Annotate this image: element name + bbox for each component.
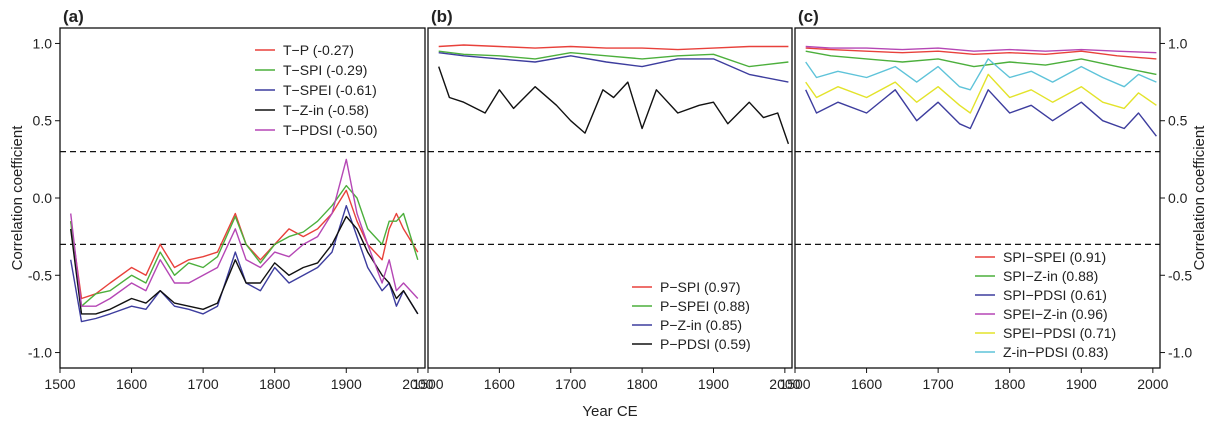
panel-label: (c) [798, 7, 819, 26]
legend-label: SPEI−PDSI (0.71) [1003, 325, 1116, 341]
series-line-4 [438, 66, 790, 145]
x-tick-label: 1600 [116, 376, 147, 392]
x-tick-label: 1800 [259, 376, 290, 392]
series-line-6 [805, 58, 1157, 91]
series-line-4 [70, 215, 419, 315]
y-tick-label: -0.5 [28, 267, 52, 283]
x-tick-label: 2000 [1137, 376, 1168, 392]
y-tick-label: 0.0 [33, 190, 53, 206]
panel-frame [427, 27, 793, 369]
panel-1: (a) 1500 1600 1700 1800 1900 2000 -1.0 -0.5 0.0 0.… [9, 7, 434, 392]
legend-label: SPI−Z-in (0.88) [1003, 268, 1098, 284]
series-line-3 [805, 89, 1157, 137]
legend-label: P−SPI (0.97) [660, 279, 741, 295]
y-axis-title: Correlation coefficient [9, 125, 26, 271]
x-tick-label: 1500 [779, 376, 810, 392]
series-line-2 [70, 184, 419, 307]
panel-3: (c) 1500 1600 1700 1800 1900 2000-1.0 -0.5 0.0 0.… [779, 7, 1208, 392]
legend-label: Z-in−PDSI (0.83) [1003, 344, 1108, 360]
y-tick-label: 1.0 [1168, 35, 1188, 51]
series-line-2 [438, 50, 789, 68]
series-line-4 [805, 45, 1157, 54]
x-tick-label: 1500 [412, 376, 443, 392]
panel-label: (b) [431, 7, 453, 26]
x-tick-label: 1700 [555, 376, 586, 392]
legend-label: SPI−SPEI (0.91) [1003, 249, 1106, 265]
series-line-1 [70, 189, 419, 300]
series-line-3 [70, 204, 419, 323]
legend-label: T−Z-in (-0.58) [283, 102, 369, 118]
x-tick-label: 1600 [851, 376, 882, 392]
series-line-3 [438, 52, 789, 83]
y-tick-label: 1.0 [33, 35, 53, 51]
legend-label: T−SPEI (-0.61) [283, 82, 377, 98]
panel-label: (a) [63, 7, 84, 26]
y-axis-title: Correlation coefficient [1191, 125, 1208, 271]
legend-label: SPEI−Z-in (0.96) [1003, 306, 1108, 322]
y-tick-label: 0.0 [1168, 190, 1188, 206]
x-tick-label: 1800 [994, 376, 1025, 392]
series-line-5 [805, 73, 1157, 114]
x-tick-label: 1900 [698, 376, 729, 392]
y-tick-label: -1.0 [1168, 345, 1192, 361]
legend-label: SPI−PDSI (0.61) [1003, 287, 1107, 303]
legend-label: P−Z-in (0.85) [660, 317, 742, 333]
x-tick-label: 1900 [331, 376, 362, 392]
legend-label: T−SPI (-0.29) [283, 62, 367, 78]
series-line-1 [805, 47, 1157, 60]
x-tick-label: 1700 [188, 376, 219, 392]
y-tick-label: 0.5 [1168, 113, 1188, 129]
x-tick-label: 1700 [923, 376, 954, 392]
y-tick-label: 0.5 [33, 113, 53, 129]
shared-x-axis-title: Year CE [582, 403, 637, 420]
legend-label: P−SPEI (0.88) [660, 298, 750, 314]
legend-label: T−P (-0.27) [283, 42, 354, 58]
y-tick-label: -1.0 [28, 345, 52, 361]
legend-label: P−PDSI (0.59) [660, 336, 751, 352]
legend-label: T−PDSI (-0.50) [283, 122, 378, 138]
series-line-1 [438, 44, 789, 51]
x-tick-label: 1900 [1066, 376, 1097, 392]
x-tick-label: 2000 [769, 376, 800, 392]
x-tick-label: 1800 [627, 376, 658, 392]
y-tick-label: -0.5 [1168, 267, 1192, 283]
panel-frame [59, 27, 426, 369]
panel-2: (b) 1500 1600 1700 1800 1900 2000 P−SPI (0.97) P… [412, 7, 800, 392]
x-tick-label: 1500 [44, 376, 75, 392]
x-tick-label: 1600 [484, 376, 515, 392]
series-line-5 [70, 158, 419, 307]
series-line-2 [805, 50, 1157, 76]
x-tick-label: 2000 [402, 376, 433, 392]
